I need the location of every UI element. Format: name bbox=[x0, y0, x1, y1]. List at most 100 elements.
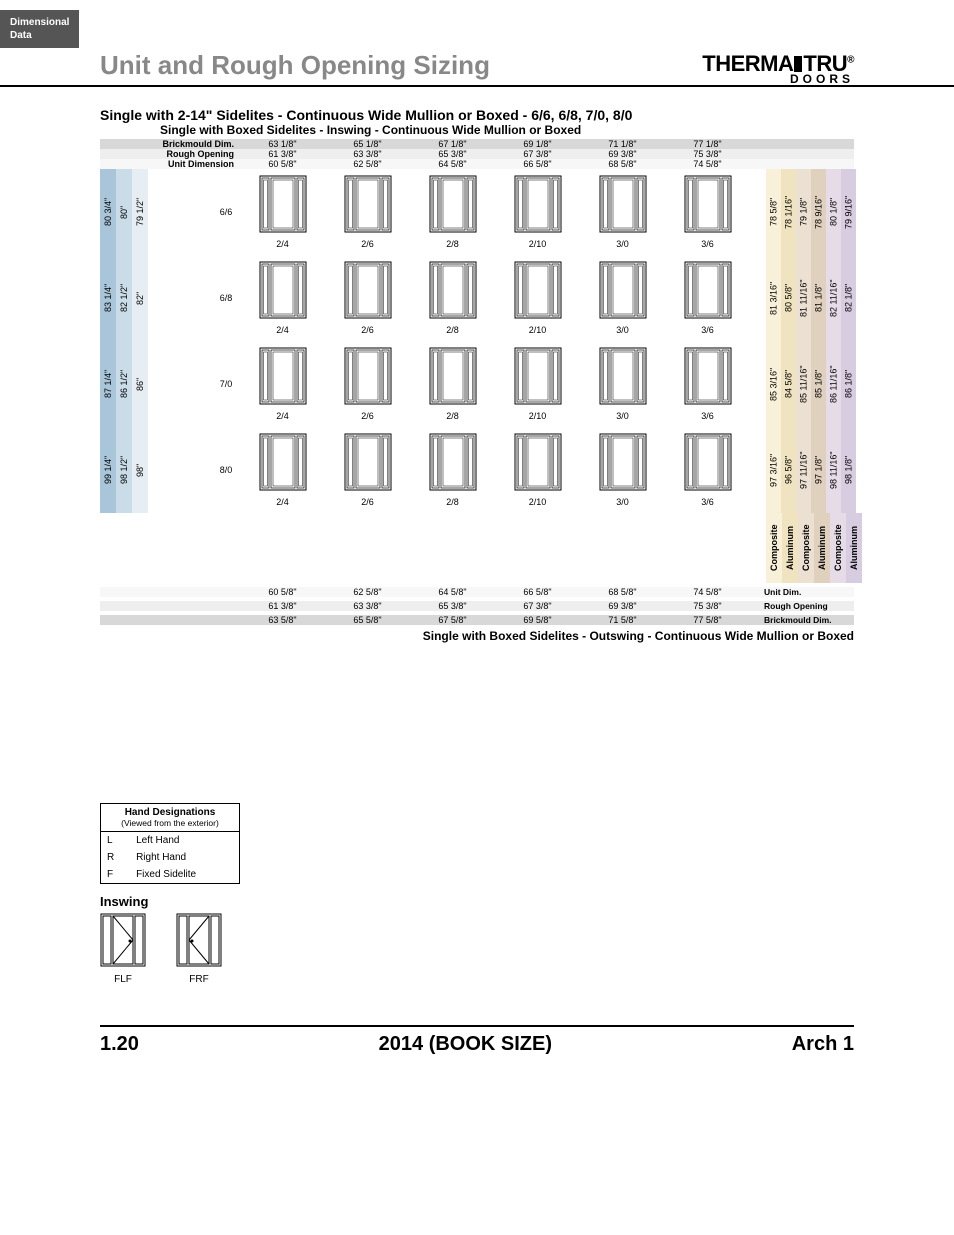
left-dim: 83 1/4" bbox=[100, 255, 116, 341]
door-cell: 3/0 bbox=[580, 169, 665, 255]
left-dim: 80 3/4" bbox=[100, 169, 116, 255]
right-dim: 79 1/8" bbox=[796, 169, 811, 255]
col-code: 2/6 bbox=[361, 411, 374, 421]
dim-val: 71 1/8" bbox=[580, 139, 665, 149]
row-code: 6/8 bbox=[212, 255, 240, 341]
row-code: 6/6 bbox=[212, 169, 240, 255]
dim-val: 77 1/8" bbox=[665, 139, 750, 149]
door-cell: 2/6 bbox=[325, 341, 410, 427]
right-dim: 81 11/16" bbox=[796, 255, 811, 341]
right-dim: 98 11/16" bbox=[826, 427, 841, 513]
col-code: 2/8 bbox=[446, 239, 459, 249]
col-code: 3/6 bbox=[701, 411, 714, 421]
right-dim: 97 1/8" bbox=[811, 427, 826, 513]
door-cell: 2/8 bbox=[410, 427, 495, 513]
col-code: 2/8 bbox=[446, 325, 459, 335]
page-title: Unit and Rough Opening Sizing bbox=[100, 50, 490, 85]
col-code: 3/0 bbox=[616, 411, 629, 421]
hand-designations-box: Hand Designations (Viewed from the exter… bbox=[100, 803, 240, 884]
material-label: Composite bbox=[830, 513, 846, 583]
door-cell: 2/6 bbox=[325, 169, 410, 255]
right-dim: 81 1/8" bbox=[811, 255, 826, 341]
subsection-title-bottom: Single with Boxed Sidelites - Outswing -… bbox=[100, 629, 854, 643]
tab-dimensional-data: Dimensional Data bbox=[0, 10, 79, 48]
row-code: 8/0 bbox=[212, 427, 240, 513]
door-cell: 3/0 bbox=[580, 341, 665, 427]
left-dim: 82 1/2" bbox=[116, 255, 132, 341]
door-cell: 3/6 bbox=[665, 427, 750, 513]
dim-val: 69 1/8" bbox=[495, 139, 580, 149]
right-dim: 78 1/16" bbox=[781, 169, 796, 255]
right-dim: 85 1/8" bbox=[811, 341, 826, 427]
col-code: 3/0 bbox=[616, 497, 629, 507]
col-code: 2/4 bbox=[276, 325, 289, 335]
col-code: 2/8 bbox=[446, 497, 459, 507]
right-dim: 80 1/8" bbox=[826, 169, 841, 255]
dim-val: 63 1/8" bbox=[240, 139, 325, 149]
subsection-title-top: Single with Boxed Sidelites - Inswing - … bbox=[100, 123, 854, 137]
left-dim: 86" bbox=[132, 341, 148, 427]
door-cell: 2/6 bbox=[325, 427, 410, 513]
col-code: 2/6 bbox=[361, 325, 374, 335]
right-dim: 78 9/16" bbox=[811, 169, 826, 255]
swing-diagrams: FLF FRF bbox=[100, 913, 854, 985]
door-cell: 2/4 bbox=[240, 255, 325, 341]
door-cell: 2/4 bbox=[240, 341, 325, 427]
door-cell: 3/6 bbox=[665, 169, 750, 255]
right-dim: 86 1/8" bbox=[841, 341, 856, 427]
left-dim: 98 1/2" bbox=[116, 427, 132, 513]
sizing-chart: Brickmould Dim. 63 1/8" 65 1/8" 67 1/8" … bbox=[100, 139, 854, 643]
door-cell: 2/4 bbox=[240, 427, 325, 513]
right-dim: 97 3/16" bbox=[766, 427, 781, 513]
col-code: 3/6 bbox=[701, 497, 714, 507]
material-label: Aluminum bbox=[782, 513, 798, 583]
col-code: 2/4 bbox=[276, 497, 289, 507]
col-code: 3/0 bbox=[616, 239, 629, 249]
left-dim: 99 1/4" bbox=[100, 427, 116, 513]
right-dim: 78 5/8" bbox=[766, 169, 781, 255]
left-dim: 80" bbox=[116, 169, 132, 255]
material-label: Composite bbox=[766, 513, 782, 583]
page-header: Unit and Rough Opening Sizing THERMATRU®… bbox=[0, 0, 954, 87]
col-code: 3/6 bbox=[701, 239, 714, 249]
door-cell: 2/10 bbox=[495, 255, 580, 341]
col-code: 2/10 bbox=[529, 497, 547, 507]
door-cell: 2/8 bbox=[410, 341, 495, 427]
footer-center: 2014 (BOOK SIZE) bbox=[379, 1033, 552, 1056]
left-dim: 79 1/2" bbox=[132, 169, 148, 255]
row-label: Rough Opening bbox=[100, 149, 240, 159]
right-dim: 98 1/8" bbox=[841, 427, 856, 513]
right-dim: 81 3/16" bbox=[766, 255, 781, 341]
col-code: 3/0 bbox=[616, 325, 629, 335]
row-code: 7/0 bbox=[212, 341, 240, 427]
right-dim: 79 9/16" bbox=[841, 169, 856, 255]
door-cell: 2/10 bbox=[495, 169, 580, 255]
col-code: 2/10 bbox=[529, 325, 547, 335]
door-cell: 3/6 bbox=[665, 255, 750, 341]
left-dim: 82" bbox=[132, 255, 148, 341]
right-dim: 82 11/16" bbox=[826, 255, 841, 341]
col-code: 2/4 bbox=[276, 239, 289, 249]
right-dim: 85 3/16" bbox=[766, 341, 781, 427]
row-label: Unit Dimension bbox=[100, 159, 240, 169]
door-cell: 2/6 bbox=[325, 255, 410, 341]
door-cell: 2/10 bbox=[495, 427, 580, 513]
row-label: Brickmould Dim. bbox=[100, 139, 240, 149]
footer-left: 1.20 bbox=[100, 1033, 139, 1056]
col-code: 2/4 bbox=[276, 411, 289, 421]
left-dim: 86 1/2" bbox=[116, 341, 132, 427]
right-dim: 96 5/8" bbox=[781, 427, 796, 513]
door-cell: 2/10 bbox=[495, 341, 580, 427]
col-code: 2/10 bbox=[529, 411, 547, 421]
door-cell: 2/4 bbox=[240, 169, 325, 255]
right-dim: 85 11/16" bbox=[796, 341, 811, 427]
material-label: Composite bbox=[798, 513, 814, 583]
door-icon bbox=[100, 913, 146, 971]
door-row: 80 3/4"80"79 1/2" 6/6 2/4 2/6 2/8 2/10 3/0 3/6 7… bbox=[100, 169, 854, 255]
door-cell: 2/8 bbox=[410, 169, 495, 255]
door-cell: 3/6 bbox=[665, 341, 750, 427]
door-cell: 2/8 bbox=[410, 255, 495, 341]
section-title: Single with 2-14" Sidelites - Continuous… bbox=[100, 107, 854, 123]
col-code: 2/10 bbox=[529, 239, 547, 249]
dim-val: 67 1/8" bbox=[410, 139, 495, 149]
